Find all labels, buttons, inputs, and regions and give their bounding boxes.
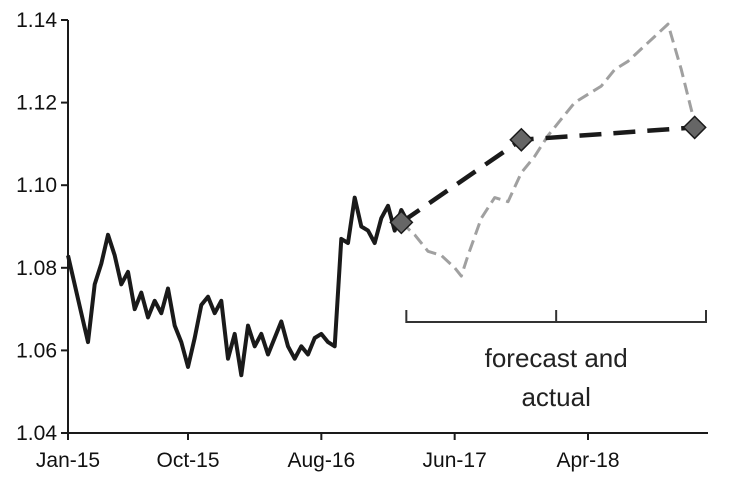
- x-tick-label: Jun-17: [423, 449, 487, 472]
- y-axis: 1.04 1.06 1.08 1.10 1.12 1.14: [16, 9, 69, 445]
- x-tick-label: Apr-18: [556, 449, 619, 472]
- forecast-label-line-1: forecast and: [485, 343, 628, 373]
- x-tick-label: Aug-16: [287, 449, 355, 472]
- forecast-marker: [509, 127, 534, 152]
- outcome-line: [400, 22, 697, 278]
- y-tick-label: 1.06: [16, 339, 57, 362]
- y-tick-label: 1.08: [16, 257, 57, 280]
- x-tick-label: Oct-15: [156, 449, 219, 472]
- x-tick-label: Jan-15: [36, 449, 100, 472]
- actual-line: [66, 195, 410, 378]
- x-axis: Jan-15 Oct-15 Aug-16 Jun-17 Apr-18: [36, 432, 708, 472]
- forecast-bracket: [405, 310, 707, 323]
- y-tick-label: 1.10: [16, 174, 57, 197]
- forecast-line: [400, 125, 695, 225]
- forecast-marker: [682, 115, 707, 140]
- series-layer: [66, 22, 707, 378]
- forecast-annotation: forecast and actual: [405, 310, 707, 412]
- y-tick-label: 1.12: [16, 92, 57, 115]
- forecast-label-line-2: actual: [521, 382, 590, 412]
- y-tick-label: 1.04: [16, 422, 57, 445]
- y-tick-label: 1.14: [16, 9, 57, 32]
- forecast-marker: [389, 210, 414, 235]
